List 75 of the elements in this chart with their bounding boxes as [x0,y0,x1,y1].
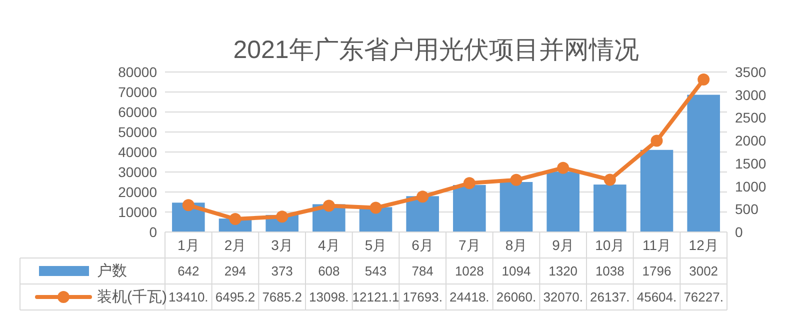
bar [546,172,580,232]
data-label: 608 [318,264,340,278]
y2-tick-label: 1000 [735,178,766,194]
y2-tick-label: 3000 [735,86,766,103]
y-tick-label: 50000 [118,124,158,140]
bar [406,196,439,232]
point [557,162,570,174]
data-label: 6495.2 [215,290,256,304]
point [698,74,710,86]
x-tick-label: 1月 [178,237,200,253]
y2-tick-label: 0 [735,224,743,240]
point [510,174,522,186]
y-tick-label: 30000 [118,164,158,180]
y2-tick-label: 500 [735,201,759,218]
legend: 装机(千瓦) [35,288,167,306]
point [463,177,476,190]
data-label: 26060. [496,290,536,304]
y2-tick-label: 2000 [735,132,766,149]
x-tick-label: 6月 [412,237,434,253]
data-label: 294 [224,264,246,278]
y2-tick-label: 3500 [735,64,766,80]
point [650,134,663,147]
x-tick-label: 7月 [458,237,480,253]
legend-label: 装机(千瓦) [97,288,167,306]
data-label: 543 [364,264,387,278]
data-label: 32070. [543,290,583,304]
y-tick-label: 60000 [118,104,158,120]
legend-label: 户数 [97,262,127,280]
y-tick-label: 40000 [118,144,158,160]
data-label: 13098. [309,290,349,304]
data-label: 13410. [168,290,208,304]
y2-tick-label: 2500 [735,110,766,126]
x-tick-label: 8月 [505,237,528,253]
chart-title: 2021年广东省户用光伏项目并网情况 [233,36,639,64]
data-label: 12121.1 [352,290,400,304]
data-label: 7685.2 [262,290,302,304]
data-label: 642 [178,264,200,278]
y-tick-label: 70000 [118,84,158,100]
data-label: 1094 [502,264,531,278]
x-tick-label: 10月 [595,237,625,253]
point [322,200,335,212]
data-label: 1320 [548,264,578,278]
point [182,199,194,212]
data-label: 17693. [402,290,442,304]
x-tick-label: 9月 [552,237,574,253]
data-label: 1028 [454,264,484,278]
legend: 户数 [39,262,127,280]
data-label: 1796 [642,264,672,278]
data-label: 26137. [590,290,630,304]
y-tick-label: 10000 [118,204,158,220]
y-tick-label: 0 [149,224,158,240]
bar [594,184,626,232]
x-tick-label: 5月 [364,237,387,253]
data-label: 3002 [689,264,718,278]
point [604,174,616,186]
data-label: 1038 [595,264,624,278]
bar [453,185,486,232]
data-label: 45604. [636,290,677,304]
point [370,202,382,214]
data-label: 76227. [684,290,724,304]
x-tick-label: 11月 [642,237,672,253]
data-label: 373 [271,264,293,278]
x-tick-label: 4月 [318,237,340,253]
data-label: 24418. [450,290,490,304]
x-tick-label: 2月 [224,237,246,253]
data-label: 784 [412,264,434,278]
bar [500,182,533,232]
bar [687,94,720,232]
y-tick-label: 20000 [118,184,158,200]
y2-tick-label: 1500 [735,155,766,172]
y-tick-label: 80000 [118,64,158,80]
x-tick-label: 12月 [688,237,718,253]
point [416,190,429,203]
bar [640,150,674,232]
x-tick-label: 3月 [271,237,293,253]
